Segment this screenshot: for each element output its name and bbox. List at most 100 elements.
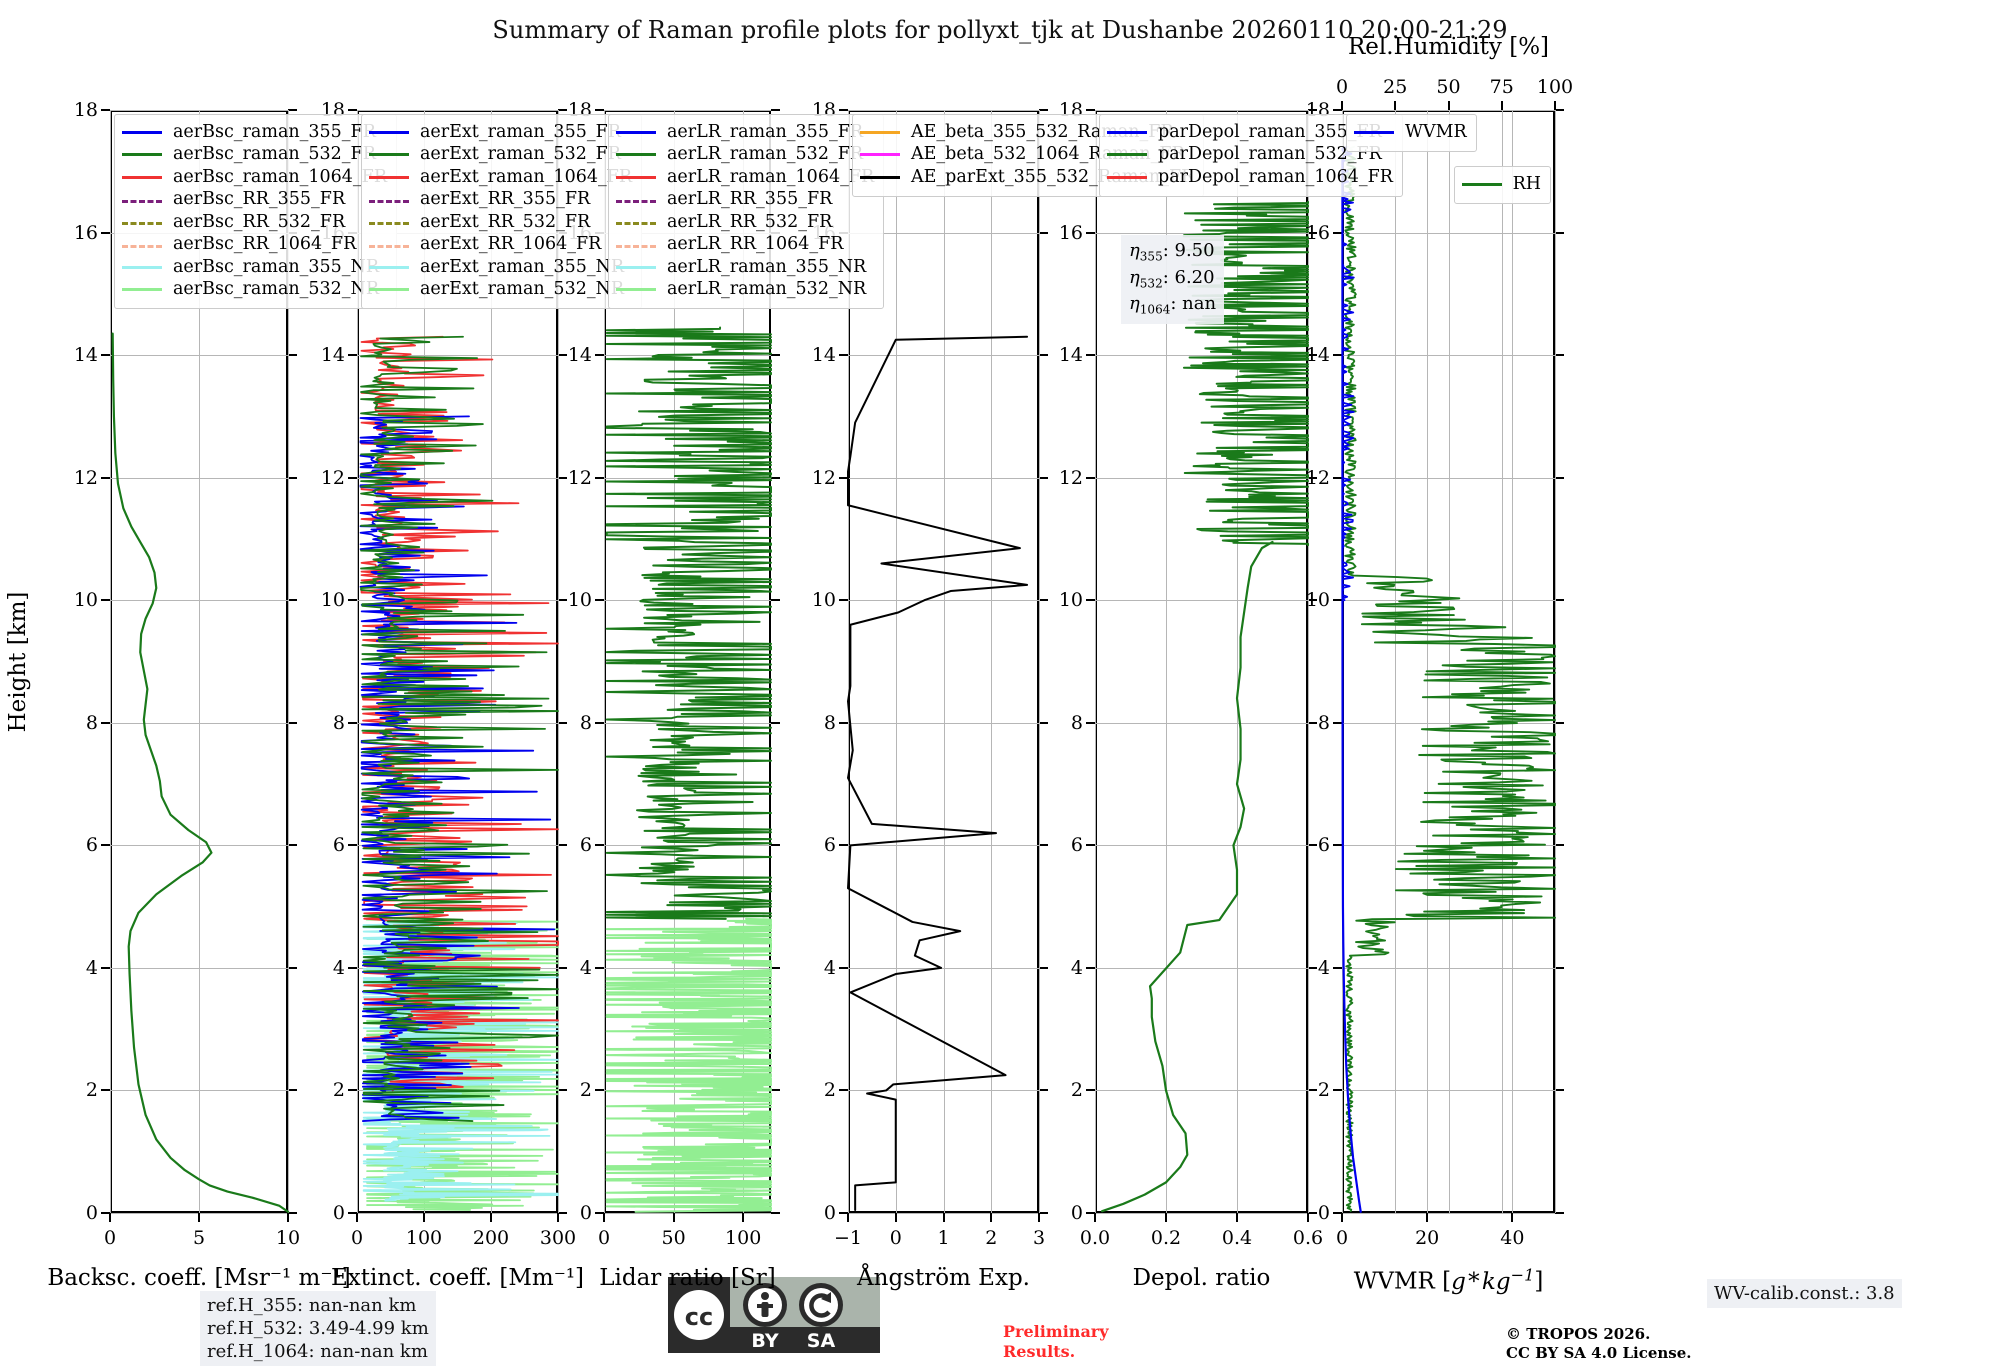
xtick-label: 0.6 [1292, 1227, 1324, 1249]
gridline-h [1095, 722, 1308, 724]
xtick-label: −1 [833, 1227, 863, 1249]
panel-depol-ratio: 0 2 4 6 8 10 12 14 16 18 0.0 0.2 0.4 0.6 Depol. ratio … [1059, 99, 1403, 1291]
legend-item[interactable]: aerBsc_raman_532_NR [122, 279, 387, 302]
gridline-h [357, 722, 558, 724]
legend-item[interactable]: aerBsc_RR_532_FR [122, 211, 387, 234]
ytick-label: 12 [320, 466, 345, 489]
ytick-label: 14 [1058, 344, 1083, 367]
xtick-mark [490, 1213, 492, 1222]
eta-annotation: η355: 9.50 η532: 6.20 η1064: nan [1121, 235, 1225, 324]
ytick-mark [771, 721, 780, 724]
ytick-label: 6 [332, 834, 345, 857]
ytick-mark [101, 599, 110, 602]
legend-item[interactable]: aerBsc_raman_532_FR [122, 144, 387, 167]
legend-wvmr-rh-rh[interactable]: RH [1453, 166, 1551, 204]
xtick-mark [1165, 1213, 1167, 1222]
ytick-mark [348, 844, 357, 847]
legend-item[interactable]: aerLR_RR_532_FR [616, 211, 874, 234]
ytick-mark [1555, 721, 1564, 724]
legend-item[interactable]: aerLR_RR_355_FR [616, 189, 874, 212]
ytick-label: 0 [1070, 1202, 1083, 1224]
ytick-mark [1333, 1212, 1342, 1214]
legend-label: parDepol_raman_532_FR [1158, 144, 1382, 165]
gridline-v [1039, 110, 1040, 1213]
xaxis-title-wvmr-rh: WVMR [g * kg−1] [1353, 1265, 1544, 1295]
ytick-mark [839, 109, 848, 111]
ytick-mark [1555, 966, 1564, 969]
legend-label: aerBsc_raman_532_FR [173, 144, 376, 165]
ytick-label: 8 [1070, 711, 1083, 734]
xaxis-title-lidar-ratio: Lidar ratio [Sr] [599, 1265, 776, 1291]
gridline-h [604, 110, 771, 111]
gridline-h [1095, 600, 1308, 602]
legend-item[interactable]: aerExt_raman_532_NR [369, 279, 632, 302]
legend-item[interactable]: WVMR [1354, 121, 1467, 144]
legend-item[interactable]: aerLR_RR_1064_FR [616, 234, 874, 257]
legend-item[interactable]: parDepol_raman_1064_FR [1107, 166, 1393, 189]
legend-extinction[interactable]: aerExt_raman_355_FR aerExt_raman_532_FR … [361, 114, 643, 309]
ytick-mark [771, 476, 780, 479]
xtick-mark [894, 1213, 897, 1222]
xtick-label: 100 [725, 1227, 762, 1249]
legend-label: aerLR_raman_355_NR [667, 256, 867, 277]
legend-item[interactable]: aerExt_RR_355_FR [369, 189, 632, 212]
ytick-mark [771, 966, 780, 969]
xtick-label: 0 [350, 1227, 364, 1249]
cc-by-label: BY [751, 1330, 778, 1352]
ytick-mark [1086, 1212, 1095, 1214]
ytick-label: 4 [579, 956, 592, 979]
legend-item[interactable]: aerBsc_raman_355_NR [122, 256, 387, 279]
legend-item[interactable]: aerExt_RR_1064_FR [369, 234, 632, 257]
legend-label: parDepol_raman_1064_FR [1158, 166, 1393, 187]
preliminary-results-note: Preliminary Results. [1003, 1322, 1109, 1361]
ytick-mark [1308, 354, 1317, 357]
ytick-mark [348, 721, 357, 724]
gridline-v [604, 110, 605, 1213]
legend-item[interactable]: aerBsc_RR_355_FR [122, 189, 387, 212]
gridline-v-top [1448, 110, 1450, 1213]
ytick-mark [839, 721, 848, 724]
ytick-mark [771, 844, 780, 847]
legend-item[interactable]: aerLR_raman_1064_FR [616, 166, 874, 189]
ytick-mark [288, 966, 297, 969]
ytick-mark [558, 109, 567, 111]
legend-backscatter[interactable]: aerBsc_raman_355_FR aerBsc_raman_532_FR … [114, 114, 397, 309]
legend-lidar-ratio[interactable]: aerLR_raman_355_FR aerLR_raman_532_FR ae… [608, 114, 885, 309]
ytick-mark [1555, 599, 1564, 602]
legend-item[interactable]: parDepol_raman_532_FR [1107, 144, 1393, 167]
ytick-mark [839, 354, 848, 357]
legend-item[interactable]: aerBsc_RR_1064_FR [122, 234, 387, 257]
ytick-label: 12 [73, 466, 98, 489]
ytick-mark [1039, 966, 1048, 969]
ytick-mark [1086, 231, 1095, 234]
legend-item[interactable]: aerLR_raman_532_NR [616, 279, 874, 302]
ytick-mark [1555, 1212, 1564, 1214]
legend-wvmr-rh[interactable]: WVMR [1346, 114, 1477, 152]
legend-item[interactable]: aerLR_raman_355_FR [616, 121, 874, 144]
legend-item[interactable]: aerExt_raman_355_FR [369, 121, 632, 144]
legend-item[interactable]: RH [1461, 173, 1541, 196]
ytick-label: 6 [823, 834, 836, 857]
xtick-mark [1511, 1213, 1514, 1222]
svg-text:cc: cc [685, 1303, 713, 1331]
xtick-mark-top [1554, 101, 1556, 110]
legend-item[interactable]: aerExt_RR_532_FR [369, 211, 632, 234]
legend-label: aerBsc_raman_532_NR [173, 279, 380, 300]
legend-item[interactable]: aerExt_raman_1064_FR [369, 166, 632, 189]
ytick-label: 14 [811, 344, 836, 367]
legend-item[interactable]: aerLR_raman_532_FR [616, 144, 874, 167]
ytick-mark [1086, 354, 1095, 357]
xtick-label: 2 [985, 1227, 998, 1249]
legend-item[interactable]: parDepol_raman_355_FR [1107, 121, 1393, 144]
ytick-label: 8 [1317, 711, 1330, 734]
legend-item[interactable]: aerBsc_raman_355_FR [122, 121, 387, 144]
legend-item[interactable]: aerLR_raman_355_NR [616, 256, 874, 279]
ytick-mark [1308, 599, 1317, 602]
xtick-label-top: 25 [1383, 76, 1408, 98]
xtick-label: 40 [1500, 1227, 1525, 1249]
ytick-mark [839, 599, 848, 602]
legend-item[interactable]: aerBsc_raman_1064_FR [122, 166, 387, 189]
gridline-v [1095, 110, 1096, 1213]
legend-item[interactable]: aerExt_raman_355_NR [369, 256, 632, 279]
legend-item[interactable]: aerExt_raman_532_FR [369, 144, 632, 167]
